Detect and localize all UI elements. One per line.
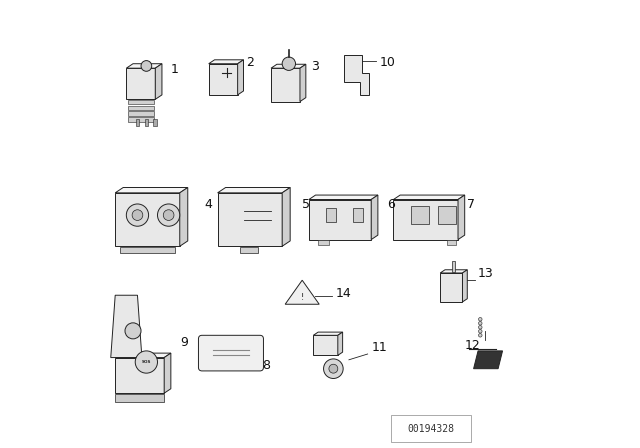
Polygon shape — [309, 199, 371, 240]
Polygon shape — [458, 195, 465, 240]
Polygon shape — [394, 199, 458, 240]
Polygon shape — [282, 188, 290, 246]
Polygon shape — [127, 117, 154, 121]
Text: 00194328: 00194328 — [408, 424, 455, 434]
Bar — [318, 241, 329, 245]
Text: SOS: SOS — [141, 360, 151, 364]
Bar — [452, 261, 455, 272]
Polygon shape — [394, 195, 465, 199]
Circle shape — [479, 330, 482, 333]
Polygon shape — [164, 353, 171, 393]
Polygon shape — [271, 68, 300, 102]
Polygon shape — [127, 106, 154, 110]
Bar — [353, 208, 363, 222]
Polygon shape — [111, 295, 142, 358]
Polygon shape — [237, 60, 243, 95]
Polygon shape — [440, 270, 467, 273]
Polygon shape — [344, 55, 369, 95]
Polygon shape — [440, 273, 463, 302]
Polygon shape — [300, 64, 306, 102]
Text: !: ! — [301, 293, 304, 302]
Circle shape — [157, 204, 180, 226]
Polygon shape — [115, 358, 164, 393]
Polygon shape — [309, 195, 378, 199]
Text: 6: 6 — [387, 198, 395, 211]
Polygon shape — [463, 270, 467, 302]
Bar — [326, 208, 337, 222]
Text: 9: 9 — [180, 336, 188, 349]
Polygon shape — [127, 100, 154, 104]
Bar — [438, 206, 456, 224]
Polygon shape — [209, 60, 243, 64]
Polygon shape — [115, 193, 180, 246]
Circle shape — [135, 351, 157, 373]
FancyBboxPatch shape — [198, 335, 264, 371]
Text: 8: 8 — [262, 359, 270, 372]
Circle shape — [132, 210, 143, 220]
Polygon shape — [271, 64, 306, 68]
Bar — [115, 394, 164, 402]
Bar — [240, 247, 258, 253]
Bar — [136, 119, 140, 126]
Circle shape — [163, 210, 174, 220]
Polygon shape — [115, 353, 171, 358]
Text: 3: 3 — [311, 60, 319, 73]
Circle shape — [125, 323, 141, 339]
Bar — [154, 119, 157, 126]
Bar — [145, 119, 148, 126]
Polygon shape — [314, 332, 342, 335]
Polygon shape — [285, 280, 319, 304]
Circle shape — [324, 359, 343, 379]
Polygon shape — [126, 64, 162, 68]
Text: 4: 4 — [204, 198, 212, 211]
Circle shape — [479, 333, 482, 337]
Polygon shape — [209, 64, 237, 95]
Circle shape — [329, 364, 338, 373]
Circle shape — [479, 318, 482, 321]
Polygon shape — [156, 64, 162, 99]
Bar — [391, 415, 472, 442]
Polygon shape — [115, 188, 188, 193]
Polygon shape — [474, 351, 502, 369]
Text: 14: 14 — [335, 288, 351, 301]
Polygon shape — [218, 193, 282, 246]
Text: 7: 7 — [467, 198, 475, 211]
Circle shape — [126, 204, 148, 226]
Circle shape — [479, 322, 482, 325]
Circle shape — [141, 60, 152, 71]
Polygon shape — [371, 195, 378, 240]
Bar — [120, 247, 175, 253]
Text: 2: 2 — [246, 56, 255, 69]
Text: 13: 13 — [478, 267, 494, 280]
Polygon shape — [180, 188, 188, 246]
Text: 12: 12 — [465, 339, 481, 352]
Polygon shape — [314, 335, 338, 355]
Polygon shape — [338, 332, 342, 355]
Polygon shape — [218, 188, 290, 193]
Circle shape — [479, 326, 482, 329]
Text: 1: 1 — [171, 63, 179, 76]
Circle shape — [282, 57, 296, 70]
Polygon shape — [126, 68, 156, 99]
Bar — [412, 206, 429, 224]
Text: 10: 10 — [380, 56, 396, 69]
Text: 11: 11 — [371, 341, 387, 354]
Text: 5: 5 — [302, 198, 310, 211]
Polygon shape — [127, 112, 154, 116]
Bar — [447, 241, 456, 245]
